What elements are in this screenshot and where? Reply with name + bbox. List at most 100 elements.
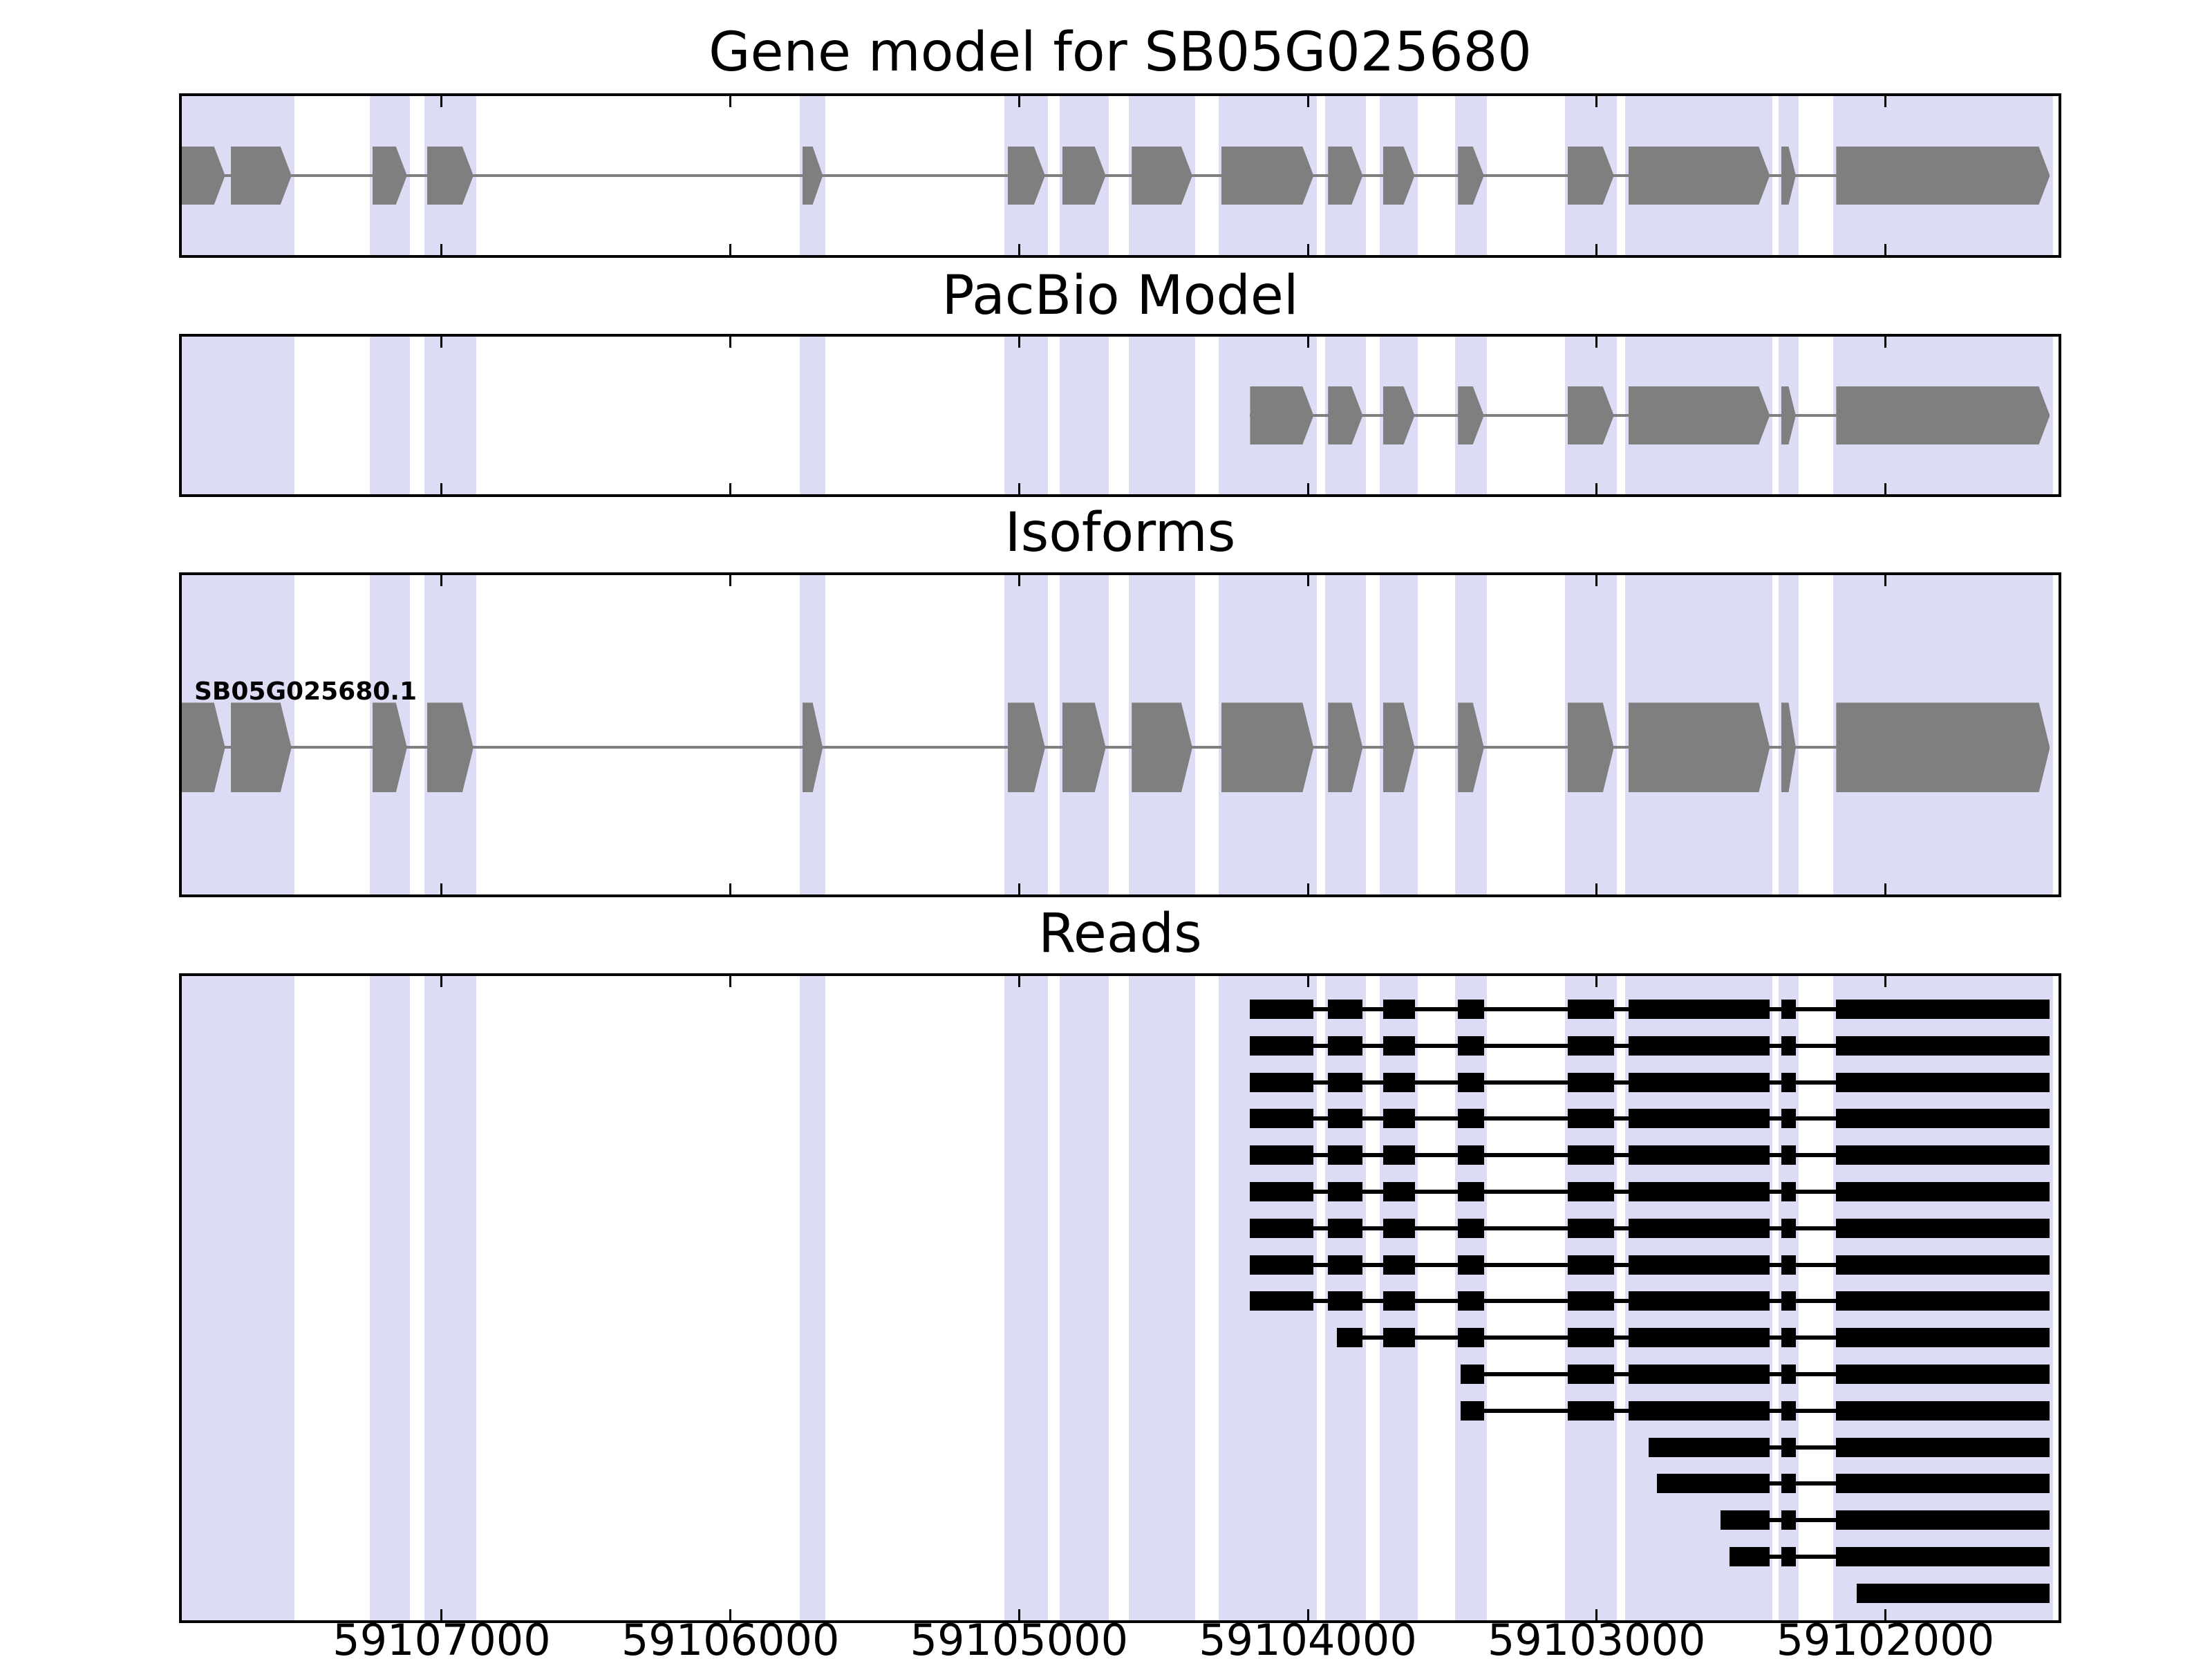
exon-highlight-band	[227, 337, 294, 494]
axis-tick-top	[729, 976, 732, 987]
read-exon-block	[1781, 1072, 1796, 1092]
read-exon-block	[1382, 1255, 1415, 1275]
axis-tick-top	[1306, 575, 1309, 586]
exon-highlight-band	[1129, 976, 1196, 1620]
read-exon-block	[1567, 1218, 1614, 1238]
read-exon-block	[1781, 1145, 1796, 1165]
isoform-exon	[1628, 702, 1770, 793]
axis-tick-bottom	[1884, 1609, 1886, 1620]
gene-model-exon	[427, 147, 474, 205]
reads-title: Reads	[1038, 903, 1202, 965]
exon-highlight-band	[369, 337, 410, 494]
x-axis-tick-label: 59103000	[1487, 1615, 1706, 1659]
read-exon-block	[1250, 1072, 1314, 1092]
read-exon-block	[1382, 1109, 1415, 1129]
read-exon-block	[1781, 1182, 1796, 1201]
read-exon-block	[1458, 1072, 1484, 1092]
pacbio-model-exon	[1836, 386, 2050, 444]
read-exon-block	[1628, 1109, 1770, 1129]
read-exon-block	[1781, 1365, 1796, 1384]
read-exon-block	[1781, 1109, 1796, 1129]
read-exon-block	[1458, 1218, 1484, 1238]
isoform-intron-line	[182, 746, 2050, 749]
read-exon-block	[1458, 1109, 1484, 1129]
read-exon-block	[1628, 1400, 1770, 1421]
read-exon-block	[1461, 1400, 1484, 1421]
axis-tick-bottom	[729, 483, 732, 494]
axis-tick-bottom	[440, 1609, 443, 1620]
read-exon-block	[1328, 1072, 1363, 1092]
axis-tick-top	[1884, 96, 1886, 107]
read-exon-block	[1328, 1109, 1363, 1129]
axis-tick-bottom	[440, 483, 443, 494]
axis-tick-top	[1595, 96, 1598, 107]
axis-tick-bottom	[1306, 1609, 1309, 1620]
gene-model-intron-line	[182, 174, 2050, 177]
read-exon-block	[1328, 1218, 1363, 1238]
gene-model-exon	[1221, 147, 1314, 205]
pacbio-model-exon	[1567, 386, 1614, 444]
read-exon-block	[1567, 1072, 1614, 1092]
x-axis-tick-label: 59104000	[1199, 1615, 1417, 1659]
read-exon-block	[1328, 1035, 1363, 1056]
read-exon-block	[1458, 1000, 1484, 1019]
isoform-exon	[231, 702, 292, 793]
read-exon-block	[1328, 1291, 1363, 1311]
read-exon-block	[1328, 1000, 1363, 1019]
read-exon-block	[1567, 1145, 1614, 1165]
axis-tick-bottom	[1595, 1609, 1598, 1620]
pacbio-model-exon	[1250, 386, 1314, 444]
axis-tick-bottom	[1595, 483, 1598, 494]
axis-tick-top	[440, 96, 443, 107]
gene-model-panel	[179, 93, 2061, 258]
axis-tick-top	[1018, 976, 1020, 987]
read-exon-block	[1836, 1182, 2050, 1201]
read-exon-block	[1567, 1400, 1614, 1421]
gene-model-exon	[1628, 147, 1770, 205]
read-exon-block	[1628, 1255, 1770, 1275]
axis-tick-bottom	[440, 883, 443, 894]
read-exon-block	[1836, 1291, 2050, 1311]
read-exon-block	[1781, 1000, 1796, 1019]
exon-highlight-band	[424, 337, 477, 494]
read-exon-block	[1567, 1255, 1614, 1275]
gene-model-exon	[1132, 147, 1192, 205]
pacbio-model-panel	[179, 334, 2061, 497]
read-exon-block	[1628, 1182, 1770, 1201]
read-exon-block	[1458, 1291, 1484, 1311]
isoforms-title: Isoforms	[1004, 502, 1236, 564]
isoform-exon	[1221, 702, 1314, 793]
axis-tick-top	[1884, 575, 1886, 586]
isoform-exon	[1062, 702, 1106, 793]
axis-tick-top	[1018, 575, 1020, 586]
read-exon-block	[1781, 1291, 1796, 1311]
axis-tick-bottom	[440, 244, 443, 255]
read-exon-block	[1328, 1145, 1363, 1165]
read-exon-block	[1382, 1182, 1415, 1201]
gene-model-exon	[1062, 147, 1106, 205]
exon-highlight-band	[424, 976, 477, 1620]
read-exon-block	[1567, 1291, 1614, 1311]
read-exon-block	[1250, 1035, 1314, 1056]
read-exon-block	[1781, 1400, 1796, 1421]
axis-tick-top	[1884, 337, 1886, 348]
read-exon-block	[1382, 1000, 1415, 1019]
read-exon-block	[1250, 1145, 1314, 1165]
isoform-exon	[427, 702, 474, 793]
exon-highlight-band	[799, 337, 826, 494]
read-exon-block	[1382, 1145, 1415, 1165]
pacbio-model-title: PacBio Model	[941, 265, 1299, 327]
isoform-name-label: SB05G025680.1	[194, 677, 418, 706]
read-exon-block	[1328, 1182, 1363, 1201]
read-exon-block	[1458, 1255, 1484, 1275]
read-exon-block	[1836, 1365, 2050, 1384]
axis-tick-top	[1306, 976, 1309, 987]
read-exon-block	[1781, 1437, 1796, 1457]
read-exon-block	[1628, 1328, 1770, 1348]
axis-tick-bottom	[1595, 244, 1598, 255]
read-exon-block	[1657, 1474, 1770, 1494]
gene-model-exon	[231, 147, 292, 205]
x-axis-tick-label: 59105000	[910, 1615, 1129, 1659]
pacbio-model-exon	[1628, 386, 1770, 444]
